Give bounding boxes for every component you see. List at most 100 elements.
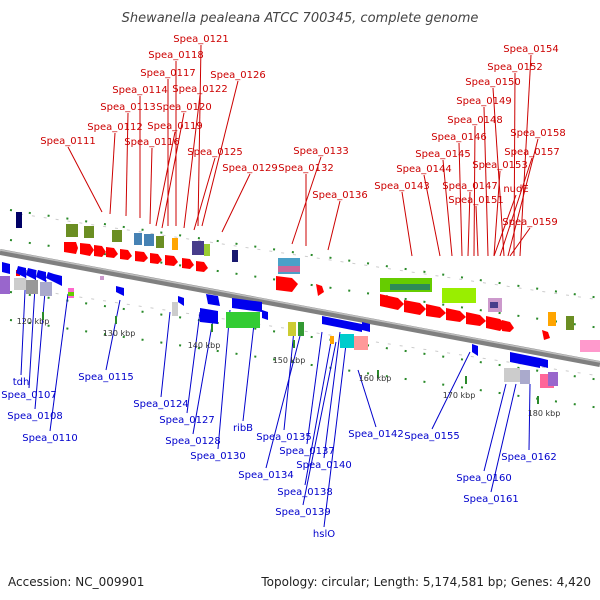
- forward-gene-label: Spea_0159: [502, 217, 557, 228]
- tick-label: 140 kbp: [188, 341, 221, 350]
- reverse-gene-label: Spea_0124: [133, 399, 188, 410]
- forward-gene-leader: [458, 142, 463, 257]
- gene-features: [0, 212, 600, 388]
- forward-gene-leader: [401, 191, 413, 257]
- forward-gene-label: Spea_0117: [140, 68, 195, 79]
- forward-gene-label: Spea_0120: [156, 102, 211, 113]
- forward-gene-leader: [509, 227, 531, 257]
- forward-gene-leader: [442, 159, 453, 257]
- forward-gene-label: Spea_0148: [447, 115, 502, 126]
- forward-gene-leader: [493, 170, 501, 257]
- forward-gene-label: Spea_0126: [210, 70, 265, 81]
- tick-label: 180 kbp: [528, 409, 561, 418]
- forward-gene-label: Spea_0133: [293, 146, 348, 157]
- forward-gene-label: Spea_0144: [396, 164, 451, 175]
- forward-gene-leader: [467, 191, 471, 257]
- reverse-gene-leader: [528, 383, 531, 451]
- genome-backbone-highlight: [0, 249, 600, 363]
- forward-gene-leader: [201, 80, 239, 227]
- reverse-gene-label: Spea_0140: [296, 460, 351, 471]
- forward-gene-label: Spea_0147: [442, 181, 497, 192]
- tick-labels: 120 kbp 130 kbp 140 kbp 150 kbp 160 kbp 170 k…: [17, 312, 561, 418]
- reverse-gene-label: Spea_0142: [348, 429, 403, 440]
- forward-gene-label: Spea_0157: [504, 147, 559, 158]
- reverse-gene-leader: [217, 309, 231, 450]
- forward-gene-label: Spea_0145: [415, 149, 470, 160]
- reverse-gene-leader: [357, 369, 377, 428]
- reverse-gene-label: Spea_0139: [275, 507, 330, 518]
- forward-gene-label: Spea_0146: [431, 132, 486, 143]
- reverse-gene-label: Spea_0110: [22, 433, 77, 444]
- reverse-gene-label: Spea_0137: [279, 446, 334, 457]
- forward-gene-leader: [183, 94, 201, 229]
- forward-gene-leader: [519, 54, 532, 257]
- forward-gene-label: Spea_0122: [172, 84, 227, 95]
- reverse-gene-leader: [105, 299, 121, 371]
- reverse-gene-label: Spea_0155: [404, 431, 459, 442]
- reverse-gene-leader: [323, 331, 341, 459]
- reverse-gene-label: Spea_0138: [277, 487, 332, 498]
- forward-gene-label: Spea_0154: [503, 44, 558, 55]
- reverse-gene-label: tdh: [13, 377, 30, 388]
- forward-gene-labels: Spea_0121 Spea_0118 Spea_0117 Spea_0126 Spea…: [40, 34, 565, 228]
- tick-label: 150 kbp: [273, 356, 306, 365]
- reverse-gene-leaders: [20, 269, 531, 528]
- forward-gene-label: Spea_0149: [456, 96, 511, 107]
- forward-gene-label: nudE: [503, 184, 528, 195]
- track-guides-light: [19, 213, 600, 377]
- reverse-gene-leader: [160, 311, 171, 398]
- forward-gene-label: Spea_0150: [465, 77, 520, 88]
- forward-gene-label: Spea_0114: [112, 85, 167, 96]
- forward-gene-leader: [475, 205, 479, 257]
- reverse-gene-leader: [49, 293, 69, 432]
- forward-gene-label: Spea_0151: [448, 195, 503, 206]
- forward-gene-leader: [197, 44, 202, 227]
- forward-gene-label: Spea_0125: [187, 147, 242, 158]
- forward-gene-label: Spea_0132: [278, 163, 333, 174]
- reverse-genes: [2, 262, 548, 368]
- reverse-gene-label: Spea_0107: [1, 390, 56, 401]
- reverse-gene-boxes: [0, 276, 600, 388]
- forward-gene-label: Spea_0111: [40, 136, 95, 147]
- forward-gene-label: Spea_0113: [100, 102, 155, 113]
- reverse-gene-label: Spea_0134: [238, 470, 293, 481]
- genome-backbone: [0, 249, 600, 367]
- forward-gene-boxes: [16, 212, 574, 330]
- reverse-gene-label: Spea_0160: [456, 473, 511, 484]
- forward-gene-label: Spea_0119: [147, 121, 202, 132]
- forward-gene-leader: [161, 112, 185, 229]
- reverse-gene-label: Spea_0135: [256, 432, 311, 443]
- forward-gene-leader: [125, 112, 129, 217]
- reverse-gene-label: Spea_0130: [190, 451, 245, 462]
- tick-label: 120 kbp: [17, 317, 50, 326]
- forward-gene-leader: [499, 157, 533, 257]
- reverse-gene-leader: [483, 383, 507, 472]
- forward-gene-leader: [513, 72, 516, 257]
- reverse-gene-leader: [34, 279, 47, 410]
- forward-gene-label: Spea_0143: [374, 181, 429, 192]
- forward-gene-label: Spea_0136: [312, 190, 367, 201]
- forward-gene-leader: [67, 146, 103, 213]
- reverse-gene-leader: [323, 343, 347, 528]
- forward-gene-leader: [507, 138, 539, 257]
- reverse-gene-leader: [306, 331, 323, 445]
- forward-gene-label: Spea_0153: [472, 160, 527, 171]
- forward-gene-leader: [221, 173, 251, 233]
- reverse-gene-label: Spea_0162: [501, 452, 556, 463]
- forward-gene-label: Spea_0158: [510, 128, 565, 139]
- reverse-gene-leader: [431, 351, 471, 430]
- forward-gene-leader: [109, 132, 116, 215]
- genome-title: Shewanella pealeana ATCC 700345, complet…: [122, 11, 479, 26]
- forward-gene-label: Spea_0129: [222, 163, 277, 174]
- tick-label: 130 kbp: [103, 329, 136, 338]
- tick-label: 170 kbp: [443, 391, 476, 400]
- reverse-gene-labels: tdh Spea_0107 Spea_0108 Spea_0110 Spea_0115 S…: [1, 372, 556, 540]
- forward-gene-label: Spea_0112: [87, 122, 142, 133]
- reverse-gene-label: Spea_0128: [165, 436, 220, 447]
- forward-genes: [16, 242, 550, 340]
- forward-gene-label: Spea_0152: [487, 62, 542, 73]
- reverse-gene-label: ribB: [233, 423, 253, 434]
- forward-gene-leaders: [67, 44, 539, 257]
- reverse-gene-leader: [242, 323, 255, 422]
